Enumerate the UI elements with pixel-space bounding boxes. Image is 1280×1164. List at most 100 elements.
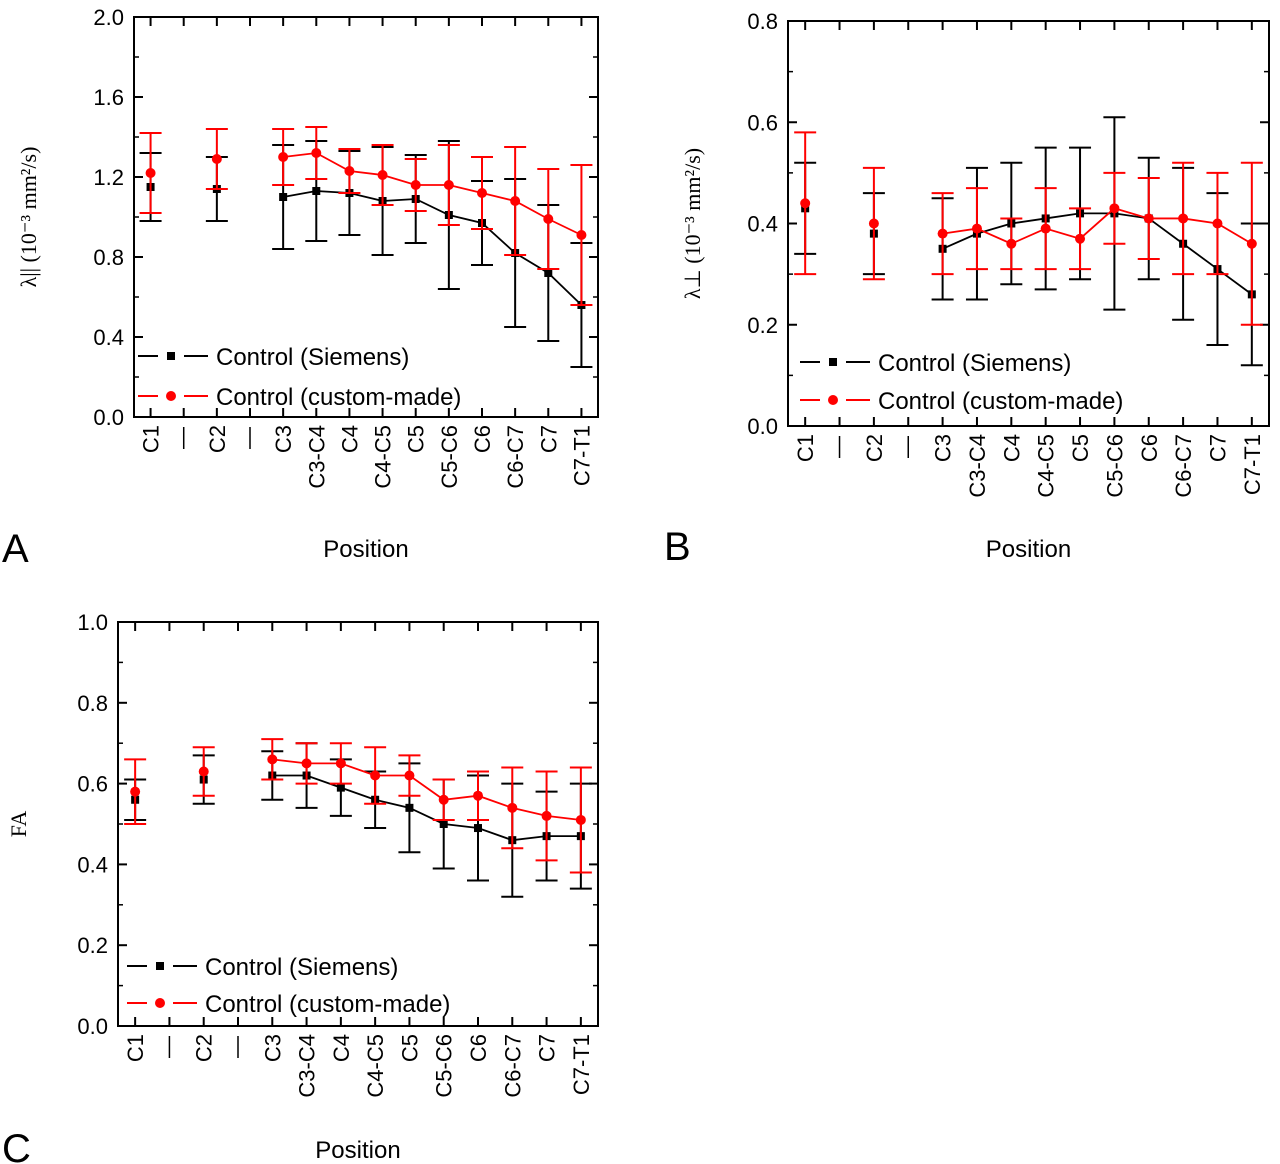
x-category-label: C5-C6 xyxy=(432,1034,457,1098)
x-category-label: C1 xyxy=(793,434,818,462)
x-category-label: C1 xyxy=(123,1034,148,1062)
x-category-label: C1 xyxy=(139,425,164,453)
legend-marker-square xyxy=(156,962,164,970)
data-point-circle xyxy=(1109,203,1120,214)
y-tick-label: 2.0 xyxy=(93,5,124,30)
legend-label: Control (Siemens) xyxy=(878,350,1071,377)
data-point-circle xyxy=(211,154,222,164)
y-tick-label: 0.0 xyxy=(77,1014,108,1039)
x-category-label: C7-T1 xyxy=(569,1034,594,1095)
data-point-square xyxy=(312,187,321,195)
data-point-circle xyxy=(410,180,421,190)
x-category-label: C3-C4 xyxy=(965,434,990,498)
data-point-circle xyxy=(575,814,586,825)
series-siemens xyxy=(794,116,1263,367)
y-tick-label: 0.2 xyxy=(747,313,778,338)
data-point-circle xyxy=(130,786,141,797)
x-category-label: C3 xyxy=(260,1034,285,1062)
panel-c-chart: 0.0 0.2 0.4 0.6 0.8 1.0 C1 C2 C3 C3-C4 C4 C4-C5 C5 C5… xyxy=(2,610,599,1164)
y-tick-label: 1.2 xyxy=(93,165,124,190)
x-category-label: C7 xyxy=(535,1034,560,1062)
x-category-label: C4 xyxy=(329,1034,354,1062)
series-line xyxy=(283,152,582,236)
data-point-circle xyxy=(301,758,312,769)
data-point-circle xyxy=(198,766,209,777)
y-tick-label: 0.0 xyxy=(747,414,778,439)
y-tick-label: 0.2 xyxy=(77,933,108,958)
y-tick-label: 0.8 xyxy=(93,245,124,270)
data-point-circle xyxy=(477,188,487,198)
data-point-circle xyxy=(1143,213,1154,224)
panel-letter: C xyxy=(2,1127,31,1164)
data-point-square xyxy=(405,803,414,812)
x-category-label: C5 xyxy=(397,1034,422,1062)
data-point-square xyxy=(336,783,345,792)
data-point-circle xyxy=(868,218,879,229)
data-point-circle xyxy=(800,198,811,209)
data-point-circle xyxy=(267,754,278,765)
data-point-square xyxy=(474,824,482,833)
data-point-square xyxy=(544,269,553,277)
y-tick-label: 0.6 xyxy=(77,772,108,797)
panel-b-chart: 0.0 0.2 0.4 0.6 0.8 C1 C2 C3 C3-C4 C4 C4-C5 C5 C5-C6… xyxy=(664,9,1270,569)
data-point-circle xyxy=(344,166,355,176)
x-category-label: C7-T1 xyxy=(1240,434,1265,495)
x-category-label: C4-C5 xyxy=(371,425,396,489)
data-point-circle xyxy=(1075,233,1086,244)
y-tick-label: 0.8 xyxy=(747,9,778,34)
x-axis-title: Position xyxy=(315,1137,400,1164)
y-tick-label: 0.8 xyxy=(77,691,108,716)
panel-letter: A xyxy=(2,527,29,571)
y-axis-title: FA xyxy=(6,811,31,838)
series-custom-made xyxy=(794,131,1263,326)
x-category-label: C6 xyxy=(1137,434,1162,462)
legend-label: Control (custom-made) xyxy=(205,991,450,1018)
data-point-circle xyxy=(438,794,449,805)
series-line xyxy=(282,190,583,306)
x-category-label: C2 xyxy=(205,425,230,453)
data-point-circle xyxy=(576,230,587,240)
x-category-label: C6-C7 xyxy=(503,425,528,489)
panel-a-chart: 0.0 0.4 0.8 1.2 1.6 2.0 C1 C2 C3 C3-C4 C4 C4-C5 C5 C5… xyxy=(2,5,599,571)
data-point-circle xyxy=(507,802,518,813)
data-point-circle xyxy=(145,168,156,178)
data-point-circle xyxy=(1212,218,1223,229)
x-category-label: C6 xyxy=(466,1034,491,1062)
y-tick-label: 0.4 xyxy=(93,325,124,350)
series-custom-made xyxy=(124,738,592,874)
x-category-label: C4-C5 xyxy=(1034,434,1059,498)
data-point-circle xyxy=(971,223,982,234)
series-custom-made xyxy=(139,126,593,306)
legend-label: Control (custom-made) xyxy=(878,388,1123,415)
x-category-label: C2 xyxy=(192,1034,217,1062)
x-category-label: C3 xyxy=(271,425,296,453)
series-siemens xyxy=(124,742,592,898)
data-point-circle xyxy=(510,196,521,206)
data-point-circle xyxy=(278,152,289,162)
data-point-circle xyxy=(311,148,322,158)
legend-label: Control (Siemens) xyxy=(205,954,398,981)
x-category-label: C6-C7 xyxy=(1171,434,1196,498)
x-category-label: C3 xyxy=(931,434,956,462)
legend-marker-circle xyxy=(166,391,176,401)
legend-label: Control (custom-made) xyxy=(216,384,461,411)
x-category-label: C6-C7 xyxy=(500,1034,525,1098)
data-point-circle xyxy=(1006,238,1017,249)
data-point-circle xyxy=(543,214,554,224)
y-tick-label: 0.0 xyxy=(93,405,124,430)
data-point-circle xyxy=(1040,223,1051,234)
data-point-circle xyxy=(377,170,388,180)
data-point-circle xyxy=(541,810,552,821)
data-point-square xyxy=(439,820,448,828)
y-axis-title: λ|| (10⁻³ mm²/s) xyxy=(16,147,41,288)
x-category-label: C5-C6 xyxy=(1102,434,1127,498)
y-tick-label: 1.0 xyxy=(77,610,108,635)
data-point-circle xyxy=(937,228,948,239)
legend-marker-circle xyxy=(828,395,838,405)
data-point-circle xyxy=(443,180,454,190)
legend-marker-circle xyxy=(155,998,165,1008)
x-category-label: C3-C4 xyxy=(295,1034,320,1098)
data-point-circle xyxy=(1178,213,1189,224)
series-line xyxy=(272,774,581,842)
